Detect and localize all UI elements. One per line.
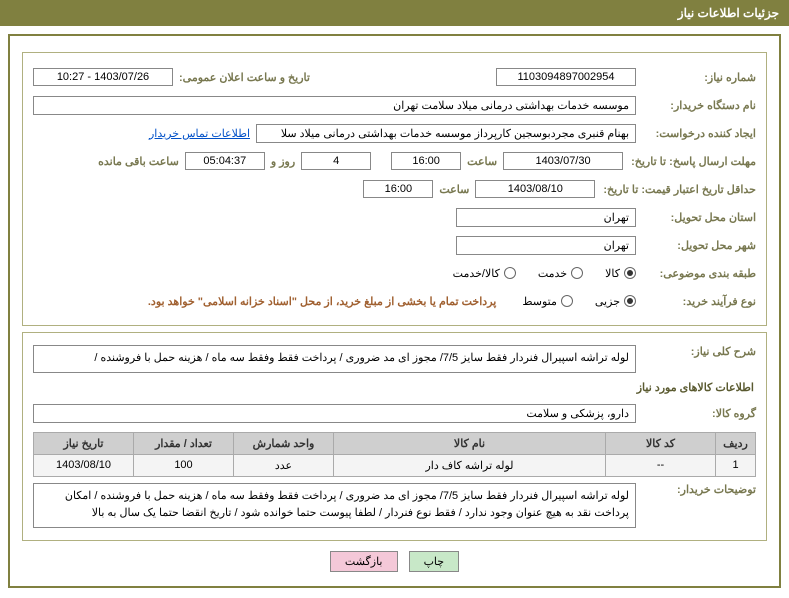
table-row: 1 -- لوله تراشه کاف دار عدد 100 1403/08/… [34,454,756,476]
page-header: جزئیات اطلاعات نیاز [0,0,789,26]
th-unit: واحد شمارش [234,432,334,454]
need-no-label: شماره نیاز: [636,71,756,84]
summary-value: لوله تراشه اسپیرال فنردار فقط سایز 7/5/ … [33,345,636,373]
radio-icon [561,295,573,307]
td-name: لوله تراشه کاف دار [334,454,606,476]
radio-medium[interactable]: متوسط [522,295,573,308]
deadline-date: 1403/07/30 [503,152,623,170]
group-label: گروه کالا: [636,407,756,420]
radio-icon [504,267,516,279]
deadline-time: 16:00 [391,152,461,170]
radio-medium-label: متوسط [522,295,557,308]
radio-service[interactable]: خدمت [538,267,583,280]
deadline-label: مهلت ارسال پاسخ: تا تاریخ: [623,155,756,168]
th-qty: تعداد / مقدار [134,432,234,454]
radio-goods[interactable]: کالا [605,267,636,280]
goods-table: ردیف کد کالا نام کالا واحد شمارش تعداد /… [33,432,756,477]
buyer-label: نام دستگاه خریدار: [636,99,756,112]
payment-note: پرداخت تمام یا بخشی از مبلغ خرید، از محل… [148,295,496,308]
time-label-2: ساعت [433,183,475,196]
validity-time: 16:00 [363,180,433,198]
days-and-label: روز و [265,155,301,168]
radio-small-label: جزیی [595,295,620,308]
th-name: نام کالا [334,432,606,454]
td-date: 1403/08/10 [34,454,134,476]
remain-label: ساعت باقی مانده [92,155,185,168]
category-radio-group: کالا خدمت کالا/خدمت [435,267,636,280]
buyer-value: موسسه خدمات بهداشتی درمانی میلاد سلامت ت… [33,96,636,115]
days-value: 4 [301,152,371,170]
page-title: جزئیات اطلاعات نیاز [678,6,779,20]
main-panel: شماره نیاز: 1103094897002954 تاریخ و ساع… [8,34,781,588]
province-label: استان محل تحویل: [636,211,756,224]
need-no-value: 1103094897002954 [496,68,636,86]
print-button[interactable]: چاپ [409,551,460,572]
process-radio-group: جزیی متوسط [504,295,636,308]
announce-value: 1403/07/26 - 10:27 [33,68,173,86]
radio-both-label: کالا/خدمت [453,267,500,280]
contact-link[interactable]: اطلاعات تماس خریدار [149,127,250,140]
th-row: ردیف [716,432,756,454]
time-label-1: ساعت [461,155,503,168]
th-date: تاریخ نیاز [34,432,134,454]
td-code: -- [606,454,716,476]
goods-panel: شرح کلی نیاز: لوله تراشه اسپیرال فنردار … [22,332,767,541]
td-idx: 1 [716,454,756,476]
city-label: شهر محل تحویل: [636,239,756,252]
goods-heading: اطلاعات کالاهای مورد نیاز [35,381,754,394]
table-header-row: ردیف کد کالا نام کالا واحد شمارش تعداد /… [34,432,756,454]
province-value: تهران [456,208,636,227]
countdown-value: 05:04:37 [185,152,265,170]
city-value: تهران [456,236,636,255]
info-panel: شماره نیاز: 1103094897002954 تاریخ و ساع… [22,52,767,326]
summary-label: شرح کلی نیاز: [636,345,756,358]
radio-small[interactable]: جزیی [595,295,636,308]
td-unit: عدد [234,454,334,476]
th-code: کد کالا [606,432,716,454]
requester-label: ایجاد کننده درخواست: [636,127,756,140]
process-label: نوع فرآیند خرید: [636,295,756,308]
requester-value: بهنام قنبری مجردبوسجین کارپرداز موسسه خد… [256,124,636,143]
buyer-notes-value: لوله تراشه اسپیرال فنردار فقط سایز 7/5/ … [33,483,636,528]
validity-label: حداقل تاریخ اعتبار قیمت: تا تاریخ: [595,183,756,196]
group-value: دارو، پزشکی و سلامت [33,404,636,423]
announce-label: تاریخ و ساعت اعلان عمومی: [173,71,316,84]
radio-icon [571,267,583,279]
radio-both[interactable]: کالا/خدمت [453,267,516,280]
category-label: طبقه بندی موضوعی: [636,267,756,280]
back-button[interactable]: بازگشت [330,551,398,572]
buyer-notes-label: توضیحات خریدار: [636,483,756,496]
validity-date: 1403/08/10 [475,180,595,198]
td-qty: 100 [134,454,234,476]
button-row: چاپ بازگشت [22,551,767,572]
radio-icon [624,295,636,307]
radio-goods-label: کالا [605,267,620,280]
radio-icon [624,267,636,279]
radio-service-label: خدمت [538,267,567,280]
